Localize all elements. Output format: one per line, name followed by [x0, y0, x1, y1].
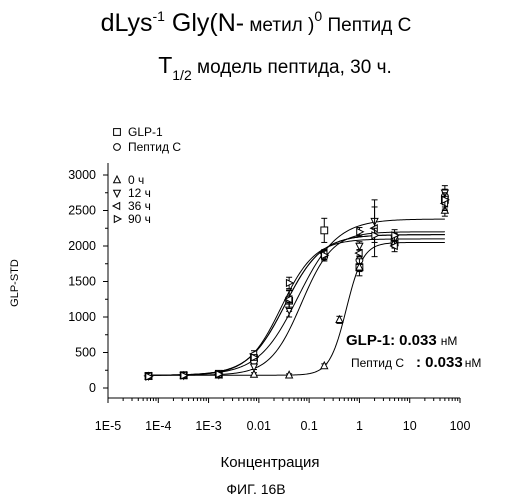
legend-marker	[114, 216, 121, 223]
plot-axes	[108, 163, 460, 398]
data-point	[336, 316, 343, 323]
title-sup1: -1	[152, 8, 165, 24]
title-mid: Gly(N-	[165, 9, 244, 37]
fit-curve	[149, 239, 445, 375]
annotation-peptide: Пептид С : 0.033нМ	[351, 354, 481, 371]
x-tick-label: 0.1	[300, 419, 317, 433]
y-tick-label: 2000	[68, 239, 96, 253]
legend-label: 0 ч	[128, 173, 144, 187]
legend-label: Пептид С	[128, 140, 181, 154]
y-ticks: 0 500 1000 1500 2000 2500 3000	[68, 168, 108, 395]
annotation-glp1-value: 0.033	[399, 332, 437, 349]
y-tick-label: 500	[75, 346, 96, 360]
y-tick-label: 3000	[68, 168, 96, 182]
legend-marker	[113, 203, 120, 210]
annotation-peptide-unit: нМ	[465, 356, 482, 370]
legend-label: 12 ч	[128, 186, 151, 200]
title-main: dLys	[101, 9, 153, 37]
title-small2: Пептид С	[322, 15, 411, 36]
title2-sub: 1/2	[172, 67, 192, 83]
x-axis-label: Концентрация	[220, 454, 319, 471]
legend: GLP-1Пептид С 0 ч12 ч36 ч90 ч	[113, 125, 181, 226]
y-tick-label: 1500	[68, 275, 96, 289]
x-tick-label: 1E-3	[195, 419, 221, 433]
legend-marker	[114, 129, 121, 136]
y-tick-label: 2500	[68, 204, 96, 218]
legend-label: 36 ч	[128, 199, 151, 213]
x-tick-label: 0.01	[247, 419, 271, 433]
title-small1: метил )	[244, 15, 314, 36]
fit-curve	[149, 235, 445, 375]
legend-marker	[114, 176, 121, 183]
x-tick-label: 10	[403, 419, 417, 433]
x-tick-label: 1E-5	[95, 419, 121, 433]
title2-rest: модель пептида, 30 ч.	[192, 57, 392, 78]
data-point	[321, 227, 328, 234]
x-tick-label: 100	[450, 419, 471, 433]
annotation-peptide-value: : 0.033	[416, 354, 463, 371]
annotation-peptide-label: Пептид С	[351, 356, 404, 370]
y-tick-label: 1000	[68, 310, 96, 324]
legend-label: 90 ч	[128, 212, 151, 226]
legend-marker	[114, 144, 121, 151]
x-tick-label: 1E-4	[145, 419, 171, 433]
x-ticks: 1E-5 1E-4 1E-3 0.01 0.1 1 10 100	[95, 398, 471, 433]
y-axis-label: GLP-STD	[9, 259, 21, 307]
annotation-glp1: GLP-1:0.033 нМ	[346, 332, 457, 349]
legend-label: GLP-1	[128, 125, 163, 139]
chart-title-line2: T1/2 модель пептида, 30 ч.	[158, 52, 392, 83]
title-sup2: 0	[314, 8, 322, 24]
fit-curve	[149, 232, 445, 375]
x-tick-label: 1	[356, 419, 363, 433]
y-tick-label: 0	[89, 381, 96, 395]
fit-curve	[149, 235, 445, 375]
fit-curves	[149, 219, 445, 375]
figure-caption: ФИГ. 16В	[226, 481, 285, 497]
legend-marker	[114, 190, 121, 197]
annotation-glp1-unit: нМ	[441, 334, 458, 348]
data-point	[356, 243, 363, 250]
annotation-glp1-label: GLP-1:	[346, 332, 395, 349]
title2-main: T	[158, 52, 172, 78]
chart-title-line1: dLys-1 Gly(N- метил )0 Пептид С	[101, 8, 412, 37]
